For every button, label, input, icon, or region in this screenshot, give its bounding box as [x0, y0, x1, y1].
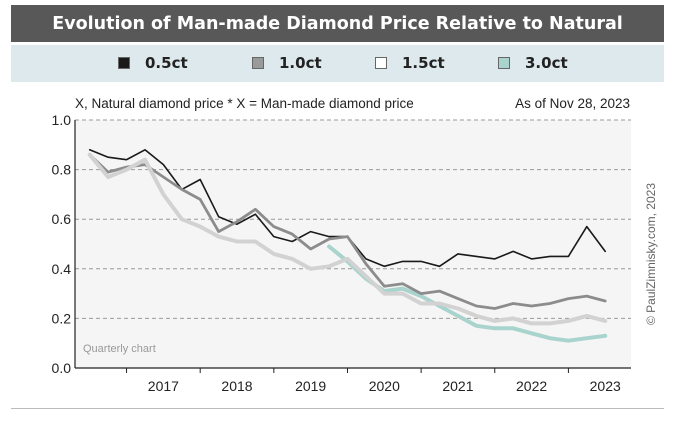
- plot-panel: X, Natural diamond price * X = Man-made …: [11, 85, 664, 409]
- legend-swatch-1-0ct: [252, 57, 264, 69]
- series-line-1-5ct: [87, 152, 608, 326]
- quarterly-chart-note: Quarterly chart: [83, 343, 156, 355]
- y-tick-label: 0.0: [52, 360, 72, 376]
- x-tick-label: 2021: [442, 378, 473, 394]
- chart-title: Evolution of Man-made Diamond Price Rela…: [11, 5, 664, 42]
- legend-item-1-5ct: 1.5ct: [375, 54, 445, 72]
- series-line-1-0ct: [88, 153, 607, 310]
- y-tick-label: 0.4: [52, 261, 72, 277]
- x-tick-label: 2022: [516, 378, 547, 394]
- legend-item-1-0ct: 1.0ct: [252, 54, 322, 72]
- y-tick-label: 0.2: [52, 310, 72, 326]
- legend-swatch-0-5ct: [118, 57, 130, 69]
- x-tick-label: 2019: [295, 378, 326, 394]
- x-tick-label: 2023: [590, 378, 621, 394]
- legend-item-3-0ct: 3.0ct: [498, 54, 568, 72]
- x-tick-label: 2017: [148, 378, 179, 394]
- credit-text: © PaulZimnisky.com, 2023: [644, 183, 658, 325]
- legend-label-3-0ct: 3.0ct: [525, 54, 568, 72]
- as-of-date: As of Nov 28, 2023: [515, 96, 630, 111]
- chart-subtitle: X, Natural diamond price * X = Man-made …: [75, 96, 414, 111]
- y-tick-label: 0.8: [52, 162, 72, 178]
- legend-label-1-5ct: 1.5ct: [402, 54, 445, 72]
- y-tick-label: 0.6: [52, 211, 72, 227]
- legend-swatch-3-0ct: [498, 57, 510, 69]
- legend-label-1-0ct: 1.0ct: [279, 54, 322, 72]
- x-tick-label: 2020: [369, 378, 400, 394]
- legend-item-0-5ct: 0.5ct: [118, 54, 188, 72]
- x-tick-label: 2018: [221, 378, 252, 394]
- y-tick-label: 1.0: [52, 112, 72, 128]
- legend-label-0-5ct: 0.5ct: [145, 54, 188, 72]
- legend: 0.5ct 1.0ct 1.5ct 3.0ct: [11, 45, 664, 82]
- legend-swatch-1-5ct: [375, 57, 387, 69]
- line-chart: X, Natural diamond price * X = Man-made …: [52, 96, 658, 394]
